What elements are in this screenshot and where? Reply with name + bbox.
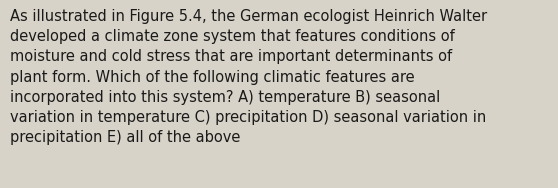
Text: As illustrated in Figure 5.4, the German ecologist Heinrich Walter
developed a c: As illustrated in Figure 5.4, the German…	[10, 9, 487, 145]
